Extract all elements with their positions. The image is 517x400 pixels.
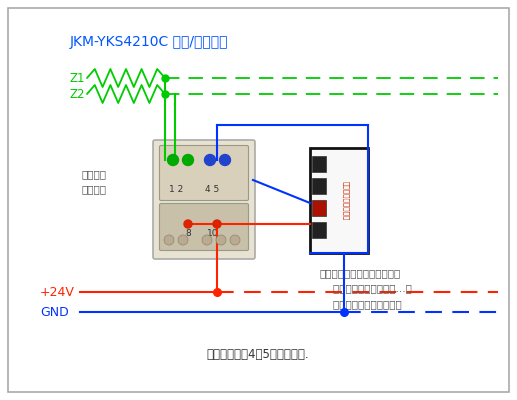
Circle shape xyxy=(216,235,226,245)
FancyBboxPatch shape xyxy=(160,146,249,200)
Circle shape xyxy=(205,154,216,166)
Text: GND: GND xyxy=(40,306,69,318)
Circle shape xyxy=(213,220,221,228)
FancyBboxPatch shape xyxy=(160,204,249,250)
Text: 有源输出
启动方式: 有源输出 启动方式 xyxy=(82,170,107,194)
Circle shape xyxy=(202,235,212,245)
FancyBboxPatch shape xyxy=(153,140,255,259)
Text: Z2: Z2 xyxy=(70,88,85,100)
Circle shape xyxy=(178,235,188,245)
Circle shape xyxy=(220,154,231,166)
Bar xyxy=(312,200,326,216)
Text: 1 2: 1 2 xyxy=(169,184,183,194)
Text: 例：电梯、风机、水泵、风阀
    卷帘门、切非消防电源...等
    需控制联动设备用此模块: 例：电梯、风机、水泵、风阀 卷帘门、切非消防电源...等 需控制联动设备用此模块 xyxy=(320,268,412,309)
Circle shape xyxy=(184,220,192,228)
Text: +24V: +24V xyxy=(40,286,75,298)
Bar xyxy=(312,178,326,194)
Circle shape xyxy=(164,235,174,245)
Circle shape xyxy=(168,154,178,166)
Text: 注：接线端子4，5接无源触点.: 注：接线端子4，5接无源触点. xyxy=(207,348,309,362)
Text: Z1: Z1 xyxy=(70,72,85,84)
Text: JKM-YKS4210C 输入/输出模块: JKM-YKS4210C 输入/输出模块 xyxy=(70,35,229,49)
Bar xyxy=(312,156,326,172)
Text: 4 5: 4 5 xyxy=(205,184,219,194)
Circle shape xyxy=(183,154,193,166)
Circle shape xyxy=(230,235,240,245)
Text: 可控制的被联动设备: 可控制的被联动设备 xyxy=(343,181,349,220)
Bar xyxy=(312,222,326,238)
Text: 8: 8 xyxy=(185,230,191,238)
Bar xyxy=(310,148,368,253)
Text: 10: 10 xyxy=(207,230,219,238)
